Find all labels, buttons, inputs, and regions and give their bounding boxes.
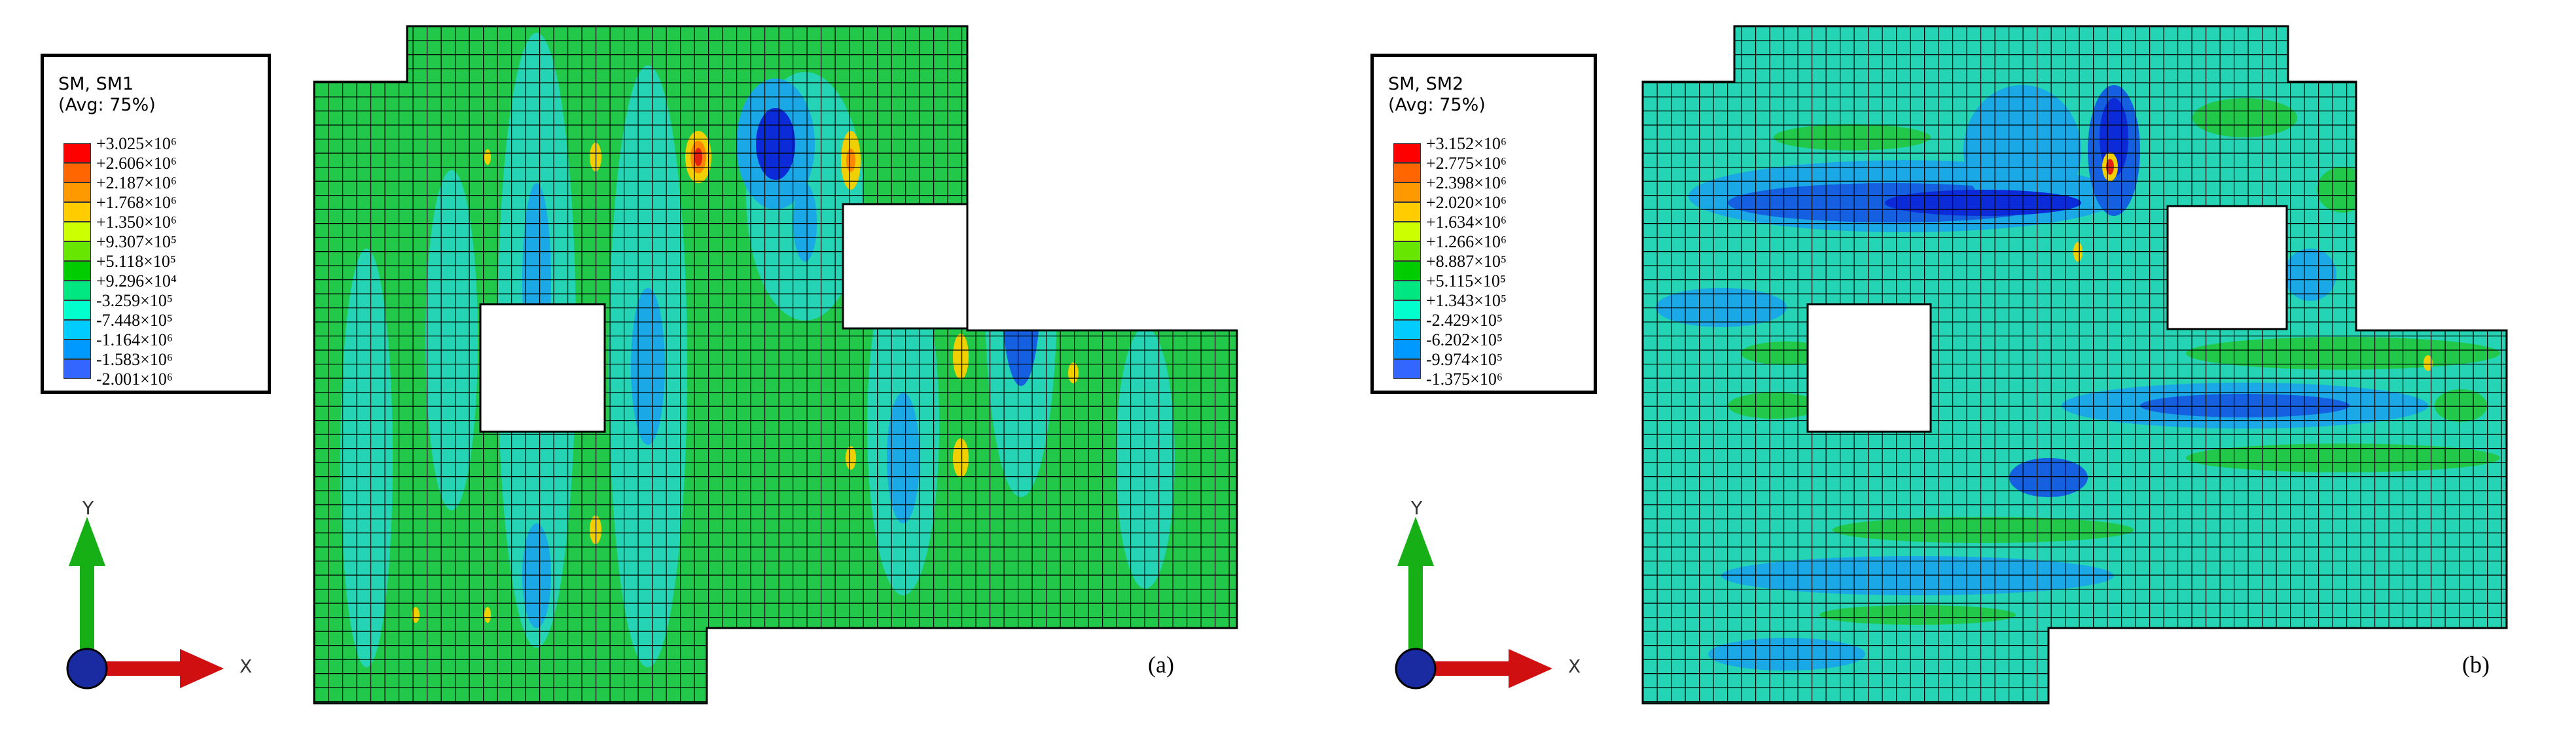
- legend-value: +5.118×10⁵: [96, 252, 176, 271]
- opening-left: [479, 303, 606, 433]
- legend-value: +1.266×10⁶: [1426, 232, 1507, 251]
- legend-value: -7.448×10⁵: [96, 311, 173, 330]
- legend-title: SM, SM2: [1388, 74, 1464, 94]
- legend-swatch: [63, 281, 91, 300]
- legend-value: +3.025×10⁶: [96, 134, 177, 153]
- panel-label: (b): [2462, 652, 2490, 678]
- legend-b: SM, SM2 (Avg: 75%) +3.152×10⁶ +2.775×10⁶ +…: [1370, 54, 1597, 394]
- legend-swatch: [1393, 359, 1421, 379]
- opening-right: [2166, 205, 2288, 330]
- legend-swatch: [63, 300, 91, 320]
- contour-plot-a: [313, 25, 1238, 705]
- legend-swatch: [1393, 340, 1421, 359]
- legend-value: +8.887×10⁵: [1426, 252, 1507, 271]
- legend-a: SM, SM1 (Avg: 75%) +3.025×10⁶ +2.606×10⁶ +…: [41, 54, 271, 394]
- legend-swatch: [1393, 222, 1421, 241]
- legend-value: +1.768×10⁶: [96, 193, 177, 212]
- legend-swatch: [1393, 183, 1421, 202]
- legend-swatch: [63, 340, 91, 359]
- legend-swatch: [1393, 300, 1421, 320]
- opening-left: [1806, 303, 1932, 433]
- legend-value: +2.606×10⁶: [96, 154, 177, 173]
- legend-subtitle: (Avg: 75%): [1388, 95, 1486, 115]
- legend-swatch: [1393, 320, 1421, 340]
- legend-value: +2.187×10⁶: [96, 173, 177, 192]
- legend-swatch: [63, 163, 91, 183]
- x-axis-label: X: [1568, 655, 1581, 677]
- legend-value: +1.350×10⁶: [96, 213, 177, 232]
- legend-swatch: [63, 320, 91, 340]
- legend-value: +9.296×10⁴: [96, 271, 177, 290]
- legend-value: +9.307×10⁵: [96, 232, 177, 251]
- x-axis-label: X: [240, 655, 253, 677]
- legend-swatch: [63, 241, 91, 261]
- legend-value: -9.974×10⁵: [1426, 350, 1503, 369]
- legend-subtitle: (Avg: 75%): [58, 95, 156, 115]
- y-axis-label: Y: [1411, 497, 1423, 519]
- legend-swatch: [1393, 163, 1421, 183]
- legend-swatch: [63, 202, 91, 222]
- legend-swatch: [1393, 261, 1421, 281]
- legend-value: -2.429×10⁵: [1426, 311, 1503, 330]
- legend-value: +2.020×10⁶: [1426, 193, 1507, 212]
- legend-swatch: [1393, 202, 1421, 222]
- legend-swatch: [63, 143, 91, 163]
- legend-swatch: [63, 183, 91, 202]
- opening-right: [842, 203, 969, 330]
- legend-swatch: [63, 261, 91, 281]
- legend-value: +1.634×10⁶: [1426, 213, 1507, 232]
- legend-value: -1.164×10⁶: [96, 330, 173, 349]
- legend-swatch: [1393, 281, 1421, 300]
- y-axis-arrow: [69, 517, 105, 654]
- legend-swatch: [1393, 241, 1421, 261]
- panel-label: (a): [1148, 652, 1174, 678]
- legend-value: +2.775×10⁶: [1426, 154, 1507, 173]
- legend-swatch: [1393, 143, 1421, 163]
- panel-a: SM, SM1 (Avg: 75%) +3.025×10⁶ +2.606×10⁶ +…: [41, 25, 1238, 705]
- legend-swatch: [63, 222, 91, 241]
- y-axis-arrow: [1397, 517, 1434, 654]
- contour-plot-b: [1641, 25, 2508, 705]
- origin-icon: [66, 648, 108, 690]
- legend-value: -2.001×10⁶: [96, 370, 173, 389]
- legend-value: +2.398×10⁶: [1426, 173, 1507, 192]
- legend-value: -6.202×10⁵: [1426, 330, 1503, 349]
- legend-value: -1.583×10⁶: [96, 350, 173, 369]
- legend-title: SM, SM1: [58, 74, 134, 94]
- legend-swatch: [63, 359, 91, 379]
- y-axis-label: Y: [82, 497, 94, 519]
- legend-value: -1.375×10⁶: [1426, 370, 1503, 389]
- legend-value: +1.343×10⁵: [1426, 291, 1507, 310]
- panel-b: SM, SM2 (Avg: 75%) +3.152×10⁶ +2.775×10⁶ +…: [1329, 0, 2576, 734]
- origin-icon: [1395, 648, 1437, 690]
- coordinate-triad: [66, 517, 224, 690]
- legend-value: +5.115×10⁵: [1426, 271, 1506, 290]
- x-axis-arrow: [92, 649, 224, 688]
- legend-value: +3.152×10⁶: [1426, 134, 1507, 153]
- coordinate-triad: [1395, 517, 1552, 690]
- legend-value: -3.259×10⁵: [96, 291, 173, 310]
- x-axis-arrow: [1420, 649, 1552, 688]
